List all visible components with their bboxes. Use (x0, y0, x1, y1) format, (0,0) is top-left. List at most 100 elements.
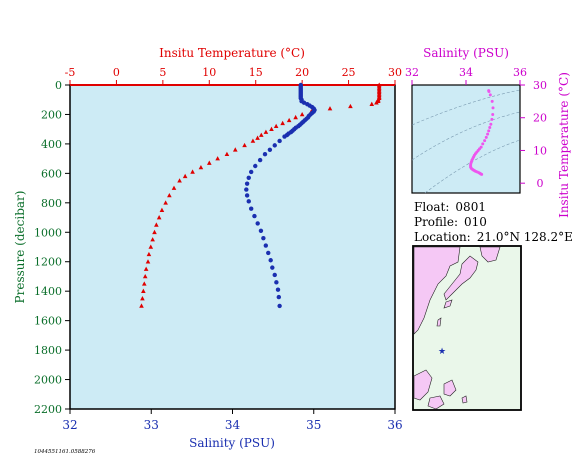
temperature-point (156, 215, 162, 220)
map-land (413, 246, 501, 410)
profile-value: 010 (464, 215, 487, 229)
ts-point (484, 135, 488, 139)
svg-text:Float:0801: Float: 0801 (414, 200, 486, 214)
temperature-point (167, 192, 172, 198)
ts-top-tick-label: 36 (513, 66, 527, 79)
salinity-point (275, 287, 281, 292)
bottom-tick-label: 36 (387, 418, 402, 432)
salinity-point (252, 213, 257, 219)
left-tick-label: 2200 (34, 403, 62, 416)
left-tick-label: 1200 (34, 256, 62, 269)
top-tick-label: 5 (159, 66, 166, 79)
salinity-point (244, 181, 250, 186)
temperature-point (280, 120, 285, 126)
ts-point (491, 112, 495, 116)
temperature-point (327, 106, 333, 111)
ts-point (488, 126, 492, 130)
salinity-point (267, 147, 273, 152)
ts-ticks: 32 34 36 30 20 10 0 (405, 66, 547, 190)
top-tick-label: 0 (113, 66, 120, 79)
ts-plot-area (411, 84, 521, 194)
left-tick-label: 1800 (34, 344, 62, 357)
salinity-point (258, 228, 264, 233)
temperature-point (286, 117, 292, 123)
left-tick-label: 0 (55, 79, 62, 92)
float-value: 0801 (455, 200, 486, 214)
temperature-point (154, 222, 159, 227)
left-tick-label: 1000 (34, 226, 62, 239)
salinity-point (274, 280, 279, 285)
salinity-point (244, 187, 249, 192)
ts-plot: 32 34 36 30 20 10 0 Salinity (PSU) Insitu Temp… (405, 46, 571, 218)
temperature-point (141, 281, 147, 286)
bottom-axis-title: Salinity (PSU) (189, 436, 275, 450)
left-tick-label: 200 (41, 108, 62, 121)
temperature-point (143, 266, 149, 271)
temperature-point (142, 273, 148, 279)
salinity-point (266, 250, 271, 256)
ts-point (490, 99, 494, 103)
left-tick-label: 400 (41, 138, 62, 151)
salinity-point (248, 169, 254, 175)
bottom-tick-label: 34 (225, 418, 241, 432)
salinity-point (272, 143, 277, 148)
salinity-point (268, 258, 273, 263)
salinity-point (244, 193, 250, 198)
location-value: 21.0°N 128.2°E (477, 230, 573, 244)
ts-point (491, 106, 495, 110)
temperature-series (139, 82, 382, 308)
float-label: Float: (414, 200, 449, 214)
temperature-point (152, 229, 157, 235)
temperature-point (255, 135, 260, 140)
ts-series (469, 89, 495, 176)
salinity-point (277, 303, 282, 309)
temperature-point (141, 288, 146, 293)
temperature-point (215, 156, 220, 161)
salinity-series (244, 82, 317, 309)
salinity-point (270, 265, 275, 270)
ts-right-tick-label: 30 (533, 79, 547, 92)
salinity-point (261, 235, 266, 241)
temperature-point (232, 147, 238, 152)
top-axis-title: Insitu Temperature (°C) (159, 46, 305, 60)
ts-right-tick-label: 20 (533, 112, 547, 125)
location-label: Location: (414, 230, 471, 244)
top-tick-label: -5 (65, 66, 76, 79)
bottom-tick-label: 33 (144, 418, 159, 432)
left-tick-label: 2000 (34, 374, 62, 387)
left-tick-label: 1400 (34, 285, 62, 298)
temperature-point (258, 132, 264, 137)
float-location-marker: ★ (438, 347, 446, 357)
bottom-tick-label: 32 (62, 418, 77, 432)
salinity-point (282, 134, 287, 139)
temperature-point (224, 151, 230, 157)
ts-right-axis-title: Insitu Temperature (°C) (557, 72, 571, 218)
left-tick-label: 1600 (34, 315, 62, 328)
temperature-point (145, 259, 151, 264)
temperature-point (150, 237, 155, 242)
temperature-point (348, 103, 353, 109)
main-plot-area (69, 84, 396, 410)
temperature-point (163, 200, 168, 205)
temperature-point (171, 185, 177, 190)
ts-top-tick-label: 32 (405, 66, 419, 79)
ts-isopycnals (411, 89, 521, 194)
left-axis-title: Pressure (decibar) (13, 191, 27, 304)
temperature-point (269, 126, 274, 131)
top-tick-label: 15 (249, 66, 263, 79)
temperature-point (250, 138, 256, 143)
top-tick-label: 20 (295, 66, 309, 79)
ts-point (481, 142, 485, 146)
float-info: Float: 0801 Profile: 010 Location: 21.0°N 1… (414, 200, 573, 244)
temperature-point (177, 178, 182, 183)
ts-point (486, 132, 490, 136)
ts-right-tick-label: 0 (537, 177, 544, 190)
ts-point (480, 172, 484, 176)
temperature-point (293, 114, 298, 120)
location-map: ★ (412, 245, 522, 411)
ts-point (490, 117, 494, 121)
temperature-point (148, 244, 154, 249)
temperature-point (369, 101, 375, 106)
